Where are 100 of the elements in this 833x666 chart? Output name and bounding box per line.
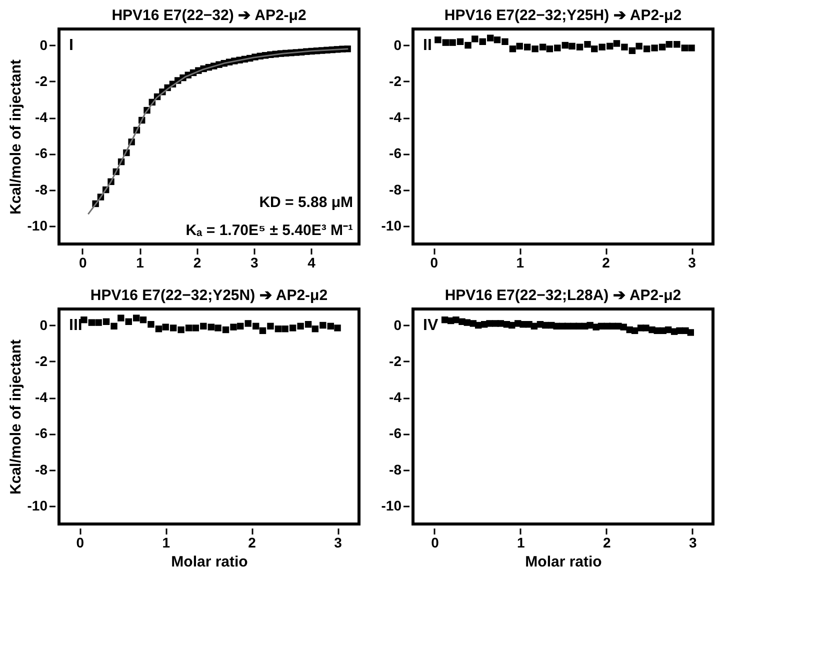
y-axis-title: Kcal/mole of injectant	[7, 59, 24, 215]
y-tick-label: -8	[35, 461, 48, 478]
point	[170, 324, 177, 332]
y-tick-label: -6	[35, 425, 48, 442]
point	[102, 318, 110, 325]
x-tick-label: 3	[688, 534, 697, 550]
y-tick-label: -8	[389, 181, 402, 198]
y-tick-label: -10	[27, 497, 48, 514]
annotation: I	[69, 37, 74, 54]
point	[185, 324, 192, 332]
point	[591, 46, 598, 52]
point	[487, 34, 494, 42]
point	[643, 46, 650, 52]
point	[636, 42, 642, 50]
point	[208, 324, 215, 330]
point	[297, 322, 304, 330]
point	[532, 46, 538, 52]
annotation: II	[423, 37, 432, 54]
x-tick-label: 0	[431, 534, 440, 550]
point	[674, 41, 680, 48]
point	[155, 326, 162, 332]
point	[259, 327, 266, 334]
annotation: KD = 5.88 μM	[259, 194, 353, 211]
x-tick-label: 1	[136, 254, 144, 270]
point	[620, 324, 627, 330]
point	[554, 44, 561, 52]
chart-title: HPV16 E7(22−32) ➔ AP2-μ2	[112, 7, 306, 24]
annotation: Kₐ = 1.70E⁵ ± 5.40E³ M⁻¹	[186, 222, 353, 239]
x-tick-label: 0	[430, 254, 438, 270]
y-axis-title: Kcal/mole of injectant	[7, 339, 24, 495]
chart-title: HPV16 E7(22−32;L28A) ➔ AP2-μ2	[444, 287, 682, 304]
point	[497, 320, 504, 327]
y-tick-label: -4	[35, 389, 48, 406]
point	[162, 324, 169, 330]
point	[509, 46, 516, 52]
point	[237, 322, 244, 330]
point	[133, 314, 140, 322]
x-tick-label: 2	[602, 254, 610, 270]
point	[681, 44, 688, 52]
point	[327, 322, 334, 330]
x-tick-label: 1	[516, 254, 524, 270]
chart-title: HPV16 E7(22−32;Y25N) ➔ AP2-μ2	[90, 287, 328, 304]
point	[289, 324, 296, 332]
y-tick-label: -4	[389, 109, 402, 126]
point	[539, 44, 546, 50]
y-tick-label: -10	[381, 217, 402, 234]
point	[118, 314, 124, 322]
point	[267, 322, 274, 330]
point	[464, 319, 471, 326]
point	[494, 36, 501, 44]
point	[320, 322, 326, 329]
point	[464, 42, 472, 49]
point	[666, 41, 673, 48]
point	[516, 42, 523, 50]
x-tick-label: 2	[603, 534, 612, 550]
point	[252, 322, 260, 330]
point	[312, 326, 319, 332]
y-tick-label: -4	[389, 389, 402, 406]
point	[472, 36, 478, 42]
chart-title: HPV16 E7(22−32;Y25H) ➔ AP2-μ2	[444, 7, 682, 24]
point	[479, 38, 486, 45]
point	[688, 44, 695, 52]
point	[178, 326, 184, 334]
y-tick-label: -8	[35, 181, 48, 198]
x-tick-label: 2	[193, 254, 202, 270]
point	[546, 46, 554, 52]
point	[222, 326, 230, 334]
point	[628, 47, 636, 54]
x-tick-label: 2	[248, 534, 256, 550]
point	[110, 322, 118, 330]
point	[452, 316, 460, 324]
x-tick-label: 1	[517, 534, 526, 550]
point	[434, 36, 442, 44]
y-tick-label: 0	[40, 316, 48, 333]
x-tick-label: 1	[162, 534, 170, 550]
point	[148, 321, 154, 328]
point	[651, 44, 658, 52]
point	[192, 324, 200, 332]
y-tick-label: -8	[389, 461, 402, 478]
point	[214, 324, 222, 332]
point	[524, 44, 531, 50]
point	[606, 42, 614, 50]
point	[568, 42, 576, 50]
point	[576, 44, 584, 50]
x-tick-label: 3	[334, 534, 342, 550]
point	[244, 320, 252, 327]
point	[88, 319, 96, 326]
point	[282, 326, 288, 332]
point	[95, 319, 102, 326]
x-tick-label: 0	[76, 534, 84, 550]
point	[334, 324, 341, 332]
x-tick-label: 4	[308, 254, 316, 270]
y-tick-label: 0	[394, 36, 402, 53]
point	[274, 326, 282, 332]
point	[304, 321, 312, 328]
point	[586, 322, 594, 329]
x-axis-title: Molar ratio	[171, 554, 248, 570]
x-tick-label: 3	[250, 254, 258, 270]
point	[140, 316, 147, 324]
x-axis-title: Molar ratio	[525, 554, 602, 570]
